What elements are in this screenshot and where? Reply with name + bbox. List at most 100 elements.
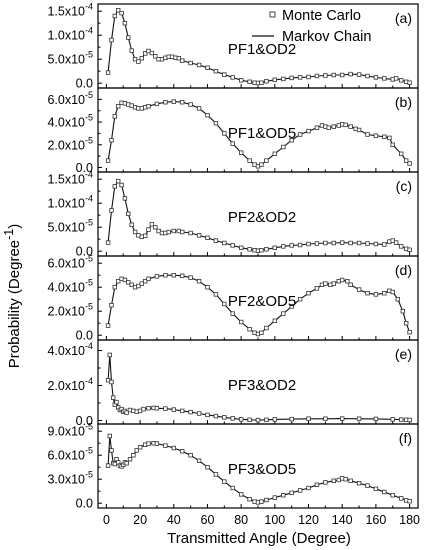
panel-d-monte-carlo-point <box>122 277 128 283</box>
panel-b-monte-carlo-point <box>348 124 353 129</box>
panel-c-monte-carlo-point <box>356 240 362 246</box>
panel-e-ytick-exponent: -4 <box>85 341 93 351</box>
panel-a-monte-carlo-point <box>398 78 404 83</box>
panel-a-monte-carlo-point <box>129 48 134 53</box>
legend-monte-carlo-marker <box>269 11 276 18</box>
panel-a-monte-carlo-point <box>356 72 362 77</box>
panel-e-monte-carlo-point <box>339 416 345 421</box>
y-axis-title: Probability (Degree-1) <box>2 224 23 369</box>
panel-c-monte-carlo-point <box>382 242 387 247</box>
panel-c-ytick-label: 1.5x10-4 <box>47 170 93 187</box>
panel-a-monte-carlo-point <box>149 50 155 56</box>
panel-a-monte-carlo-point <box>306 74 311 80</box>
panel-d-monte-carlo-point <box>139 281 144 286</box>
panel-f-monte-carlo-point <box>390 492 395 498</box>
panel-d-monte-carlo-point <box>345 278 350 284</box>
panel-d-monte-carlo-point <box>154 274 160 279</box>
panel-d-monte-carlo-point <box>213 292 219 297</box>
panel-e-annotation: PF3&OD2 <box>228 377 296 394</box>
panel-d-annotation: PF2&OD5 <box>228 293 296 310</box>
panel-a-monte-carlo-point <box>407 80 412 85</box>
panel-c-monte-carlo-point <box>339 240 345 245</box>
x-tick-label: 120 <box>298 513 319 527</box>
panel-b-monte-carlo-point <box>259 162 264 167</box>
panel-f-monte-carlo-point <box>154 441 160 446</box>
panel-d-monte-carlo-point <box>129 282 134 287</box>
panel-e-monte-carlo-point <box>213 413 219 419</box>
panel-b-monte-carlo-point <box>154 101 160 107</box>
panel-b-ytick-label: 6.0x10-5 <box>47 90 93 107</box>
panel-c-monte-carlo-point <box>146 227 151 232</box>
panel-b-monte-carlo-point <box>356 127 362 133</box>
panel-d-monte-carlo-point <box>264 325 269 331</box>
panel-c-monte-carlo-point <box>116 178 121 184</box>
panel-d-monte-carlo-point <box>390 289 395 295</box>
panel-b-ytick-mantissa: 2.0x10 <box>47 138 85 152</box>
panel-e-monte-carlo-point <box>238 417 244 422</box>
panel-f-monte-carlo-point <box>124 460 129 466</box>
panel-c-monte-carlo-point <box>272 245 277 250</box>
panel-c-label: (c) <box>396 178 412 194</box>
panel-a-monte-carlo-point <box>139 56 144 61</box>
panel-e-ytick-label: 4.0x10-4 <box>47 341 93 358</box>
panel-a-monte-carlo-point <box>105 70 111 75</box>
panel-d-monte-carlo-point <box>126 280 131 285</box>
panel-b-monte-carlo-point <box>390 142 395 147</box>
panel-c-ytick-label: 0.0 <box>76 245 93 259</box>
panel-e-monte-carlo-point <box>255 417 261 423</box>
panels: 0.05.0x10-51.0x10-41.5x10-4(a)PF1&OD20.0… <box>47 2 420 527</box>
panel-e-monte-carlo-point <box>163 406 168 411</box>
panel-f-monte-carlo-point <box>343 476 348 482</box>
x-tick-label: 60 <box>201 513 215 527</box>
panel-c-monte-carlo-point <box>259 247 264 253</box>
panel-f-monte-carlo-point <box>222 479 227 484</box>
panel-d-monte-carlo-point <box>171 272 176 278</box>
panel-d-monte-carlo-point <box>289 304 294 309</box>
panel-b-ytick-label: 2.0x10-5 <box>47 135 93 152</box>
panel-b-monte-carlo-point <box>326 125 331 130</box>
legend-monte-carlo-label: Monte Carlo <box>282 8 361 24</box>
panel-b-monte-carlo-point <box>222 131 227 136</box>
panel-d-monte-carlo-point <box>163 272 168 278</box>
panel-f-ytick-mantissa: 3.0x10 <box>47 473 85 487</box>
panel-c-monte-carlo-point <box>393 240 399 245</box>
panel-e-ytick-mantissa: 0.0 <box>76 414 93 428</box>
panel-f-monte-carlo-point <box>272 495 277 500</box>
panel-e-ytick-mantissa: 4.0x10 <box>47 344 85 358</box>
panel-e-monte-carlo-point <box>230 416 235 421</box>
panel-a-ytick-label: 5.0x10-5 <box>47 50 93 67</box>
panel-b-monte-carlo-point <box>382 134 387 139</box>
panel-a-monte-carlo-point <box>132 57 138 62</box>
panel-f-monte-carlo-point <box>146 441 151 446</box>
panel-d-ytick-label: 4.0x10-5 <box>47 278 93 295</box>
panel-a-ytick-exponent: -4 <box>85 26 93 36</box>
panel-f-monte-carlo-point <box>196 458 202 463</box>
panel-c-monte-carlo-point <box>119 182 124 188</box>
panel-c-ytick-exponent: -5 <box>85 218 93 228</box>
panel-d-monte-carlo-point <box>348 282 353 287</box>
panel-e-monte-carlo-point <box>289 416 294 422</box>
panel-e-monte-carlo-point <box>171 407 176 412</box>
panel-a-ytick-label: 1.5x10-4 <box>47 2 93 19</box>
panel-f-monte-carlo-point <box>289 490 294 495</box>
panel-f-monte-carlo-point <box>230 485 235 491</box>
panel-c-monte-carlo-point <box>222 240 227 246</box>
panel-a-ytick-mantissa: 5.0x10 <box>47 53 85 67</box>
panel-a-monte-carlo-point <box>264 79 269 84</box>
panel-b-ytick-exponent: -5 <box>85 135 93 145</box>
panel-c-monte-carlo-point <box>213 238 219 243</box>
panel-f-monte-carlo-point <box>213 472 219 477</box>
panel-f-annotation: PF3&OD5 <box>228 461 296 478</box>
panel-b-ytick-exponent: -5 <box>85 113 93 123</box>
x-tick-label: 80 <box>234 513 248 527</box>
panel-d-ytick-exponent: -5 <box>85 302 93 312</box>
panel-b-monte-carlo-point <box>365 132 370 137</box>
panel-c-monte-carlo-point <box>109 208 114 213</box>
panel-b-ytick-exponent: -5 <box>85 90 93 100</box>
panel-c-monte-carlo-point <box>289 243 294 248</box>
panel-f-monte-carlo-point <box>105 463 111 468</box>
panel-e-monte-carlo-point <box>323 416 328 421</box>
panel-a-monte-carlo-point <box>297 75 303 80</box>
panel-f-ytick-exponent: -5 <box>85 446 93 456</box>
panel-e-monte-carlo-point <box>188 409 193 415</box>
